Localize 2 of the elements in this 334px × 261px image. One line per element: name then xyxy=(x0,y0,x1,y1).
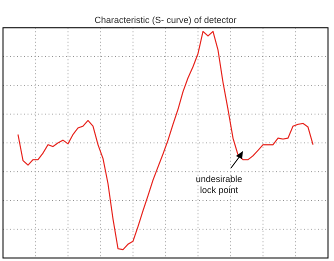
annotation: undesirable lock point xyxy=(196,174,242,195)
chart-title: Characteristic (S- curve) of detector xyxy=(94,14,237,25)
